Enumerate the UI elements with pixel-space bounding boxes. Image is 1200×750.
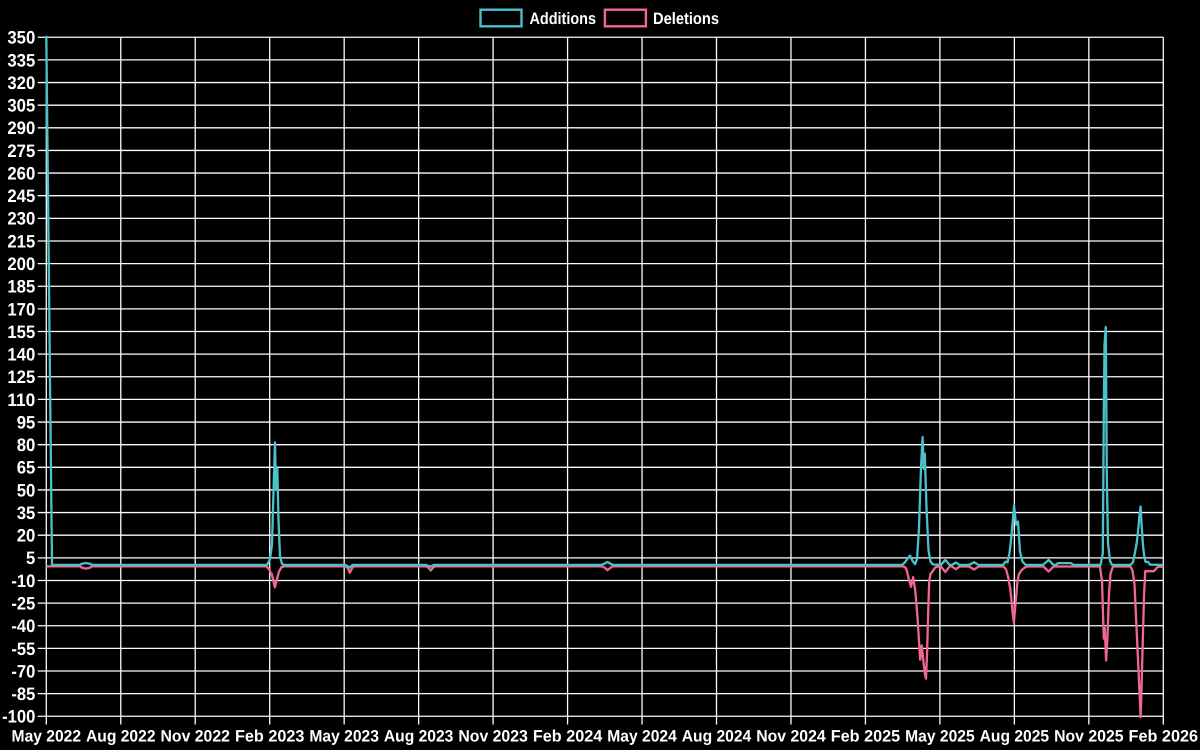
svg-text:335: 335 [7,50,35,70]
svg-text:155: 155 [7,322,35,342]
svg-text:140: 140 [7,345,35,365]
svg-text:May 2024: May 2024 [607,728,677,746]
svg-text:260: 260 [7,163,35,183]
svg-text:Aug 2022: Aug 2022 [86,728,156,746]
svg-text:-25: -25 [11,594,35,614]
svg-text:65: 65 [17,458,36,478]
svg-text:Aug 2025: Aug 2025 [980,728,1050,746]
svg-text:50: 50 [17,480,36,500]
svg-text:Aug 2023: Aug 2023 [384,728,454,746]
svg-text:245: 245 [7,186,35,206]
svg-text:20: 20 [17,526,36,546]
svg-text:80: 80 [17,435,36,455]
svg-text:-70: -70 [11,661,35,681]
svg-text:305: 305 [7,96,35,116]
svg-text:275: 275 [7,141,35,161]
svg-text:Feb 2026: Feb 2026 [1129,728,1199,746]
svg-text:-100: -100 [2,707,35,727]
svg-text:Feb 2023: Feb 2023 [235,728,305,746]
svg-text:200: 200 [7,254,35,274]
svg-text:125: 125 [7,367,35,387]
svg-text:350: 350 [7,28,35,48]
svg-text:May 2023: May 2023 [309,728,379,746]
svg-text:Nov 2023: Nov 2023 [458,728,528,746]
svg-text:Feb 2024: Feb 2024 [533,728,603,746]
svg-text:110: 110 [7,390,35,410]
svg-text:Nov 2024: Nov 2024 [756,728,826,746]
svg-text:Deletions: Deletions [653,10,719,28]
svg-text:May 2022: May 2022 [12,728,82,746]
svg-text:Nov 2022: Nov 2022 [160,728,230,746]
svg-text:170: 170 [7,299,35,319]
svg-text:290: 290 [7,118,35,138]
svg-text:5: 5 [26,548,35,568]
svg-text:May 2025: May 2025 [905,728,975,746]
svg-text:215: 215 [7,231,35,251]
svg-text:Aug 2024: Aug 2024 [682,728,752,746]
svg-text:Additions: Additions [530,10,597,28]
svg-text:-40: -40 [11,616,35,636]
svg-text:185: 185 [7,277,35,297]
svg-text:-55: -55 [11,639,35,659]
svg-text:Feb 2025: Feb 2025 [831,728,901,746]
svg-text:-85: -85 [11,684,35,704]
svg-text:Nov 2025: Nov 2025 [1054,728,1124,746]
svg-text:230: 230 [7,209,35,229]
svg-text:320: 320 [7,73,35,93]
svg-text:35: 35 [17,503,36,523]
svg-text:95: 95 [17,412,36,432]
svg-text:-10: -10 [11,571,35,591]
